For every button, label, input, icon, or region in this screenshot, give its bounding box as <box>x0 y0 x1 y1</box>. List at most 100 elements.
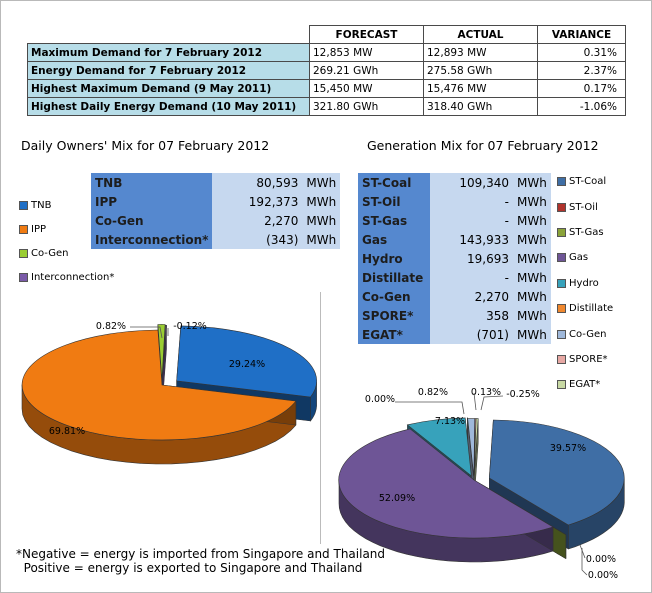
legend-swatch <box>19 224 28 234</box>
summary-forecast: 321.80 GWh <box>309 97 424 116</box>
summary-forecast: 269.21 GWh <box>309 61 424 80</box>
owners-mix-unit: MWh <box>302 230 341 249</box>
generation-mix-row: Distillate - MWh <box>358 268 551 287</box>
pie-callout-line <box>130 326 163 339</box>
summary-header-blank <box>27 25 310 44</box>
pie-slice <box>157 324 166 380</box>
summary-forecast: 12,853 MW <box>309 43 424 62</box>
generation-mix-unit: MWh <box>513 230 551 249</box>
legend-item: Interconnection* <box>19 265 114 289</box>
summary-row-label: Highest Maximum Demand (9 May 2011) <box>27 79 310 98</box>
legend-label: ST-Coal <box>569 176 607 188</box>
legend-label: Distillate <box>569 303 614 315</box>
generation-mix-row: EGAT* (701) MWh <box>358 325 551 344</box>
footnote: *Negative = energy is imported from Sing… <box>16 547 385 575</box>
pie-slice <box>488 419 625 526</box>
legend-label: ST-Oil <box>569 201 598 213</box>
generation-mix-row: SPORE* 358 MWh <box>358 306 551 325</box>
generation-mix-row: ST-Coal 109,340 MWh <box>358 173 551 192</box>
generation-mix-name: Co-Gen <box>358 287 430 306</box>
summary-actual: 15,476 MW <box>423 79 538 98</box>
summary-actual: 318.40 GWh <box>423 97 538 116</box>
legend-item: ST-Oil <box>557 194 613 219</box>
owners-mix-row: TNB 80,593 MWh <box>91 173 341 192</box>
pie-slice <box>162 324 167 381</box>
legend-label: IPP <box>31 223 47 235</box>
summary-table: FORECAST ACTUAL VARIANCE Maximum Demand … <box>27 25 626 116</box>
legend-item: ST-Gas <box>557 220 613 245</box>
legend-label: TNB <box>31 199 52 211</box>
summary-variance: 0.31% <box>537 43 626 62</box>
generation-mix-unit: MWh <box>513 287 551 306</box>
legend-label: Co-Gen <box>569 328 607 340</box>
generation-mix-value: 19,693 <box>430 249 513 268</box>
legend-swatch <box>557 329 566 339</box>
pie-data-label: -0.12% <box>173 321 207 332</box>
owners-mix-value: 2,270 <box>212 211 303 230</box>
footnote-line-2: Positive = energy is exported to Singapo… <box>16 561 363 575</box>
pie-callout-line <box>581 548 588 576</box>
owners-mix-name: Co-Gen <box>91 211 213 230</box>
legend-label: SPORE* <box>569 353 608 365</box>
owners-mix-row: IPP 192,373 MWh <box>91 192 341 211</box>
summary-header-variance: VARIANCE <box>537 25 626 44</box>
generation-mix-name: EGAT* <box>358 325 430 344</box>
generation-mix-row: ST-Gas - MWh <box>358 211 551 230</box>
summary-row-label: Energy Demand for 7 February 2012 <box>27 61 310 80</box>
summary-forecast: 15,450 MW <box>309 79 424 98</box>
summary-actual: 12,893 MW <box>423 43 538 62</box>
legend-swatch <box>19 248 28 258</box>
generation-mix-name: ST-Oil <box>358 192 430 211</box>
footnote-line-1: *Negative = energy is imported from Sing… <box>16 547 386 561</box>
pie-data-label: 39.57% <box>550 443 586 454</box>
pie-callout-line <box>395 401 465 415</box>
owners-chart-title: Daily Owners' Mix for 07 February 2012 <box>21 138 270 153</box>
generation-mix-unit: MWh <box>513 192 551 211</box>
legend-swatch <box>19 272 28 282</box>
summary-row: Highest Maximum Demand (9 May 2011) 15,4… <box>27 79 626 98</box>
generation-mix-unit: MWh <box>513 306 551 325</box>
generation-mix-value: 109,340 <box>430 173 513 192</box>
generation-mix-table: ST-Coal 109,340 MWh ST-Oil - MWh ST-Gas - MWh … <box>358 173 551 344</box>
legend-label: Gas <box>569 252 589 264</box>
generation-legend: ST-Coal ST-Oil ST-Gas Gas Hydro Distillate Co-… <box>557 169 613 398</box>
generation-mix-value: - <box>430 268 513 287</box>
legend-swatch <box>557 202 566 212</box>
legend-item: Distillate <box>557 296 613 321</box>
legend-swatch <box>557 354 566 364</box>
owners-mix-row: Co-Gen 2,270 MWh <box>91 211 341 230</box>
pie-slice <box>176 325 317 398</box>
owners-mix-unit: MWh <box>302 192 341 211</box>
owners-mix-name: IPP <box>91 192 213 211</box>
summary-row: Maximum Demand for 7 February 2012 12,85… <box>27 43 626 62</box>
pie-data-label: 0.13% <box>471 387 501 398</box>
divider <box>320 292 321 544</box>
summary-variance: 2.37% <box>537 61 626 80</box>
pie-slice <box>406 417 472 477</box>
owners-mix-name: Interconnection* <box>91 230 213 249</box>
pie-slice <box>473 418 479 477</box>
pie-callout-line <box>480 395 504 411</box>
legend-swatch <box>557 227 566 237</box>
generation-mix-name: ST-Gas <box>358 211 430 230</box>
pie-data-label: 7.13% <box>435 416 465 427</box>
summary-header-row: FORECAST ACTUAL VARIANCE <box>27 25 626 44</box>
generation-mix-unit: MWh <box>513 173 551 192</box>
generation-mix-name: Gas <box>358 230 430 249</box>
pie-data-label: 0.00% <box>588 570 618 581</box>
legend-item: ST-Coal <box>557 169 613 194</box>
legend-swatch <box>557 177 566 187</box>
generation-mix-unit: MWh <box>513 249 551 268</box>
generation-mix-unit: MWh <box>513 325 551 344</box>
pie-data-label: 0.82% <box>418 387 448 398</box>
legend-item: Co-Gen <box>19 241 114 265</box>
legend-swatch <box>557 253 566 263</box>
generation-mix-row: Hydro 19,693 MWh <box>358 249 551 268</box>
generation-mix-unit: MWh <box>513 268 551 287</box>
pie-data-label: -0.25% <box>506 389 540 400</box>
summary-row: Energy Demand for 7 February 2012 269.21… <box>27 61 626 80</box>
generation-mix-row: Co-Gen 2,270 MWh <box>358 287 551 306</box>
legend-item: Gas <box>557 245 613 270</box>
generation-mix-value: 2,270 <box>430 287 513 306</box>
